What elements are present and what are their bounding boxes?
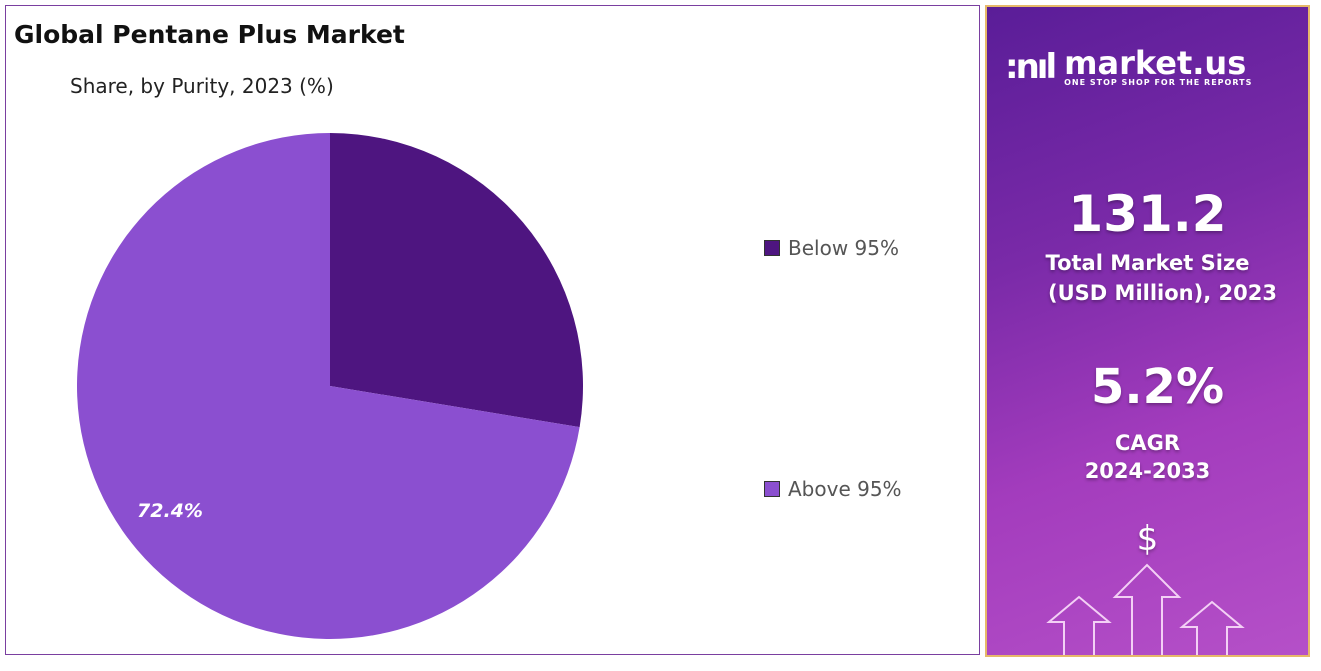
chart-panel (5, 5, 980, 655)
pie-slice-below-95 (330, 133, 583, 428)
legend-swatch (764, 481, 780, 497)
legend-label: Above 95% (788, 477, 902, 501)
pie-slice-above-95 (77, 133, 580, 639)
legend-swatch (764, 240, 780, 256)
dollar-icon: $ (1136, 519, 1159, 559)
market-size-value: 131.2 (1068, 185, 1227, 243)
brand-tagline: ONE STOP SHOP FOR THE REPORTS (1064, 77, 1253, 87)
growth-arrows-icon (1046, 563, 1245, 655)
market-size-label: Total Market Size (1045, 251, 1250, 275)
summary-panel: :nıl market.us ONE STOP SHOP FOR THE REP… (985, 5, 1310, 657)
legend-item-above-95: Above 95% (764, 477, 902, 501)
cagr-period: 2024-2033 (1084, 459, 1211, 483)
cagr-label: CAGR (1114, 431, 1181, 455)
logo-icon: :nıl (1005, 47, 1057, 87)
chart-title: Global Pentane Plus Market (14, 20, 405, 49)
market-size-unit: (USD Million), 2023 (1048, 281, 1277, 305)
legend-label: Below 95% (788, 236, 899, 260)
pie-chart: 72.4% (77, 133, 583, 639)
brand-name: market.us (1064, 43, 1247, 82)
cagr-value: 5.2% (1090, 359, 1225, 415)
chart-subtitle: Share, by Purity, 2023 (%) (70, 74, 334, 98)
brand-logo: :nıl market.us ONE STOP SHOP FOR THE REP… (1005, 43, 1253, 88)
legend-item-below-95: Below 95% (764, 236, 899, 260)
data-label-above-95: 72.4% (137, 500, 203, 522)
